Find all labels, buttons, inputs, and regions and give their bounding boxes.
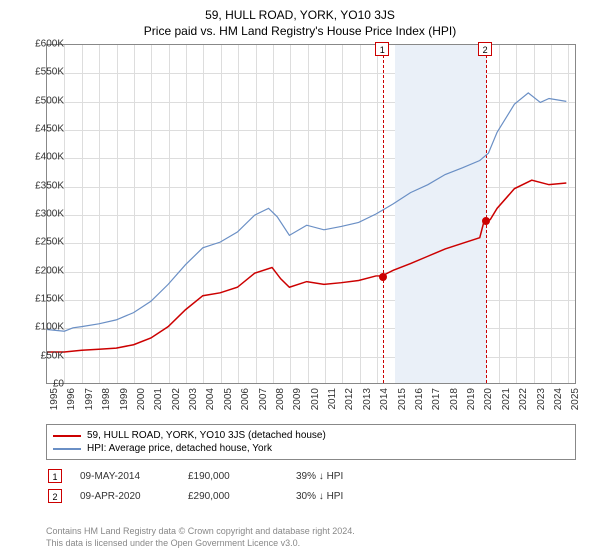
x-axis-label: 2022 [518,388,529,410]
x-axis-label: 1998 [101,388,112,410]
transaction-rel: 39% ↓ HPI [296,471,386,482]
x-axis-label: 2008 [275,388,286,410]
x-axis-label: 2006 [240,388,251,410]
y-axis-label: £450K [4,124,64,135]
y-axis-label: £200K [4,265,64,276]
transaction-marker: 1 [48,469,62,483]
footer-line1: Contains HM Land Registry data © Crown c… [46,526,576,538]
y-axis-label: £550K [4,67,64,78]
x-axis-label: 1999 [119,388,130,410]
legend-label: 59, HULL ROAD, YORK, YO10 3JS (detached … [87,430,326,441]
transaction-price: £190,000 [188,471,278,482]
x-axis-label: 2017 [431,388,442,410]
x-axis-label: 2013 [362,388,373,410]
sale-point [379,273,387,281]
x-axis-label: 2002 [171,388,182,410]
legend: 59, HULL ROAD, YORK, YO10 3JS (detached … [46,424,576,460]
series-price_paid [47,180,566,352]
x-axis-label: 2011 [327,388,338,410]
x-axis-label: 1995 [49,388,60,410]
marker-box: 2 [478,42,492,56]
x-axis-label: 1996 [66,388,77,410]
chart-container: 59, HULL ROAD, YORK, YO10 3JS Price paid… [0,0,600,560]
chart-subtitle: Price paid vs. HM Land Registry's House … [0,22,600,42]
x-axis-label: 2012 [344,388,355,410]
footer: Contains HM Land Registry data © Crown c… [46,526,576,549]
y-axis-label: £300K [4,209,64,220]
transaction-date: 09-MAY-2014 [80,471,170,482]
x-axis-label: 2018 [449,388,460,410]
x-axis-label: 2003 [188,388,199,410]
y-axis-label: £150K [4,294,64,305]
transaction-rel: 30% ↓ HPI [296,491,386,502]
legend-swatch [53,435,81,437]
x-axis-label: 2021 [501,388,512,410]
transaction-price: £290,000 [188,491,278,502]
chart-title: 59, HULL ROAD, YORK, YO10 3JS [0,0,600,22]
line-layer [47,45,575,383]
legend-row: 59, HULL ROAD, YORK, YO10 3JS (detached … [53,429,569,442]
x-axis-label: 2005 [223,388,234,410]
transaction-row: 2 09-APR-2020 £290,000 30% ↓ HPI [46,486,576,506]
y-axis-label: £400K [4,152,64,163]
transaction-marker: 2 [48,489,62,503]
y-axis-label: £100K [4,322,64,333]
footer-line2: This data is licensed under the Open Gov… [46,538,576,550]
legend-row: HPI: Average price, detached house, York [53,442,569,455]
transaction-row: 1 09-MAY-2014 £190,000 39% ↓ HPI [46,466,576,486]
marker-box: 1 [375,42,389,56]
x-axis-label: 2004 [205,388,216,410]
x-axis-label: 2020 [483,388,494,410]
x-axis-label: 2023 [536,388,547,410]
x-axis-label: 2001 [153,388,164,410]
legend-label: HPI: Average price, detached house, York [87,443,272,454]
x-axis-label: 2016 [414,388,425,410]
x-axis-label: 2009 [292,388,303,410]
x-axis-label: 2019 [466,388,477,410]
x-axis-label: 2014 [379,388,390,410]
series-hpi [47,93,566,331]
sale-point [482,217,490,225]
plot-area [46,44,576,384]
x-axis-label: 2024 [553,388,564,410]
y-axis-label: £350K [4,180,64,191]
x-axis-label: 2007 [258,388,269,410]
y-axis-label: £500K [4,95,64,106]
x-axis-label: 2025 [570,388,581,410]
x-axis-label: 2015 [397,388,408,410]
y-axis-label: £50K [4,350,64,361]
y-axis-label: £250K [4,237,64,248]
x-axis-label: 2010 [310,388,321,410]
transaction-date: 09-APR-2020 [80,491,170,502]
x-axis-label: 1997 [84,388,95,410]
y-axis-label: £600K [4,39,64,50]
transactions-table: 1 09-MAY-2014 £190,000 39% ↓ HPI 2 09-APR-202… [46,466,576,506]
legend-swatch [53,448,81,450]
x-axis-label: 2000 [136,388,147,410]
